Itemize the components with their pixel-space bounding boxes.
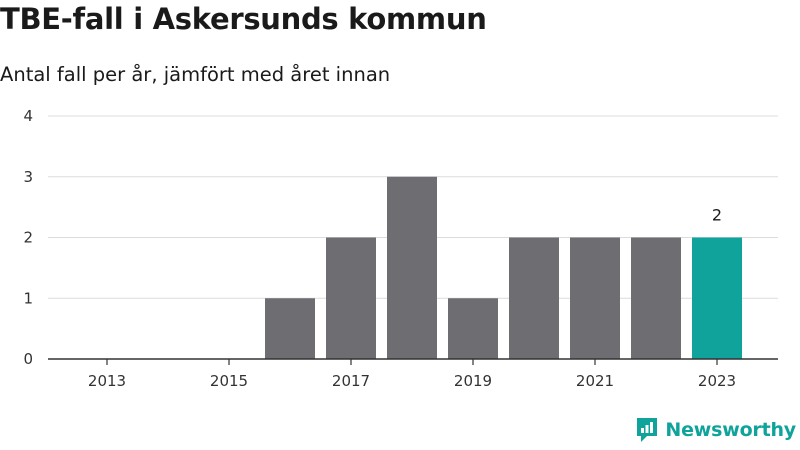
bar-2016 [265, 298, 315, 359]
y-tick-label: 0 [23, 350, 33, 368]
newsworthy-brand: Newsworthy [635, 416, 796, 444]
y-tick-label: 1 [23, 289, 33, 307]
x-tick-label: 2021 [576, 372, 614, 390]
bar-2017 [326, 237, 376, 359]
x-tick-label: 2013 [88, 372, 126, 390]
bar-2020 [509, 237, 559, 359]
axes [48, 358, 778, 365]
x-tick-label: 2023 [698, 372, 736, 390]
bar-2023 [692, 237, 742, 359]
chart-title: TBE-fall i Askersunds kommun [0, 2, 487, 36]
bars [265, 176, 742, 359]
x-tick-label: 2019 [454, 372, 492, 390]
data-label: 2 [712, 206, 722, 225]
y-tick-label: 2 [23, 229, 33, 247]
newsworthy-logo-icon [637, 418, 658, 442]
x-tick-label: 2017 [332, 372, 370, 390]
x-tick-label: 2015 [210, 372, 248, 390]
bar-2021 [570, 237, 620, 359]
bar-2018 [387, 176, 437, 359]
labels: 0 1 2 3 4 2013 2015 2017 2019 2021 2023 2 [23, 107, 736, 390]
y-tick-label: 3 [23, 168, 33, 186]
chart-subtitle: Antal fall per år, jämfört med året inna… [0, 63, 391, 86]
bar-2019 [448, 298, 498, 359]
y-tick-label: 4 [23, 107, 33, 125]
brand-name: Newsworthy [665, 419, 796, 441]
bar-2022 [631, 237, 681, 359]
